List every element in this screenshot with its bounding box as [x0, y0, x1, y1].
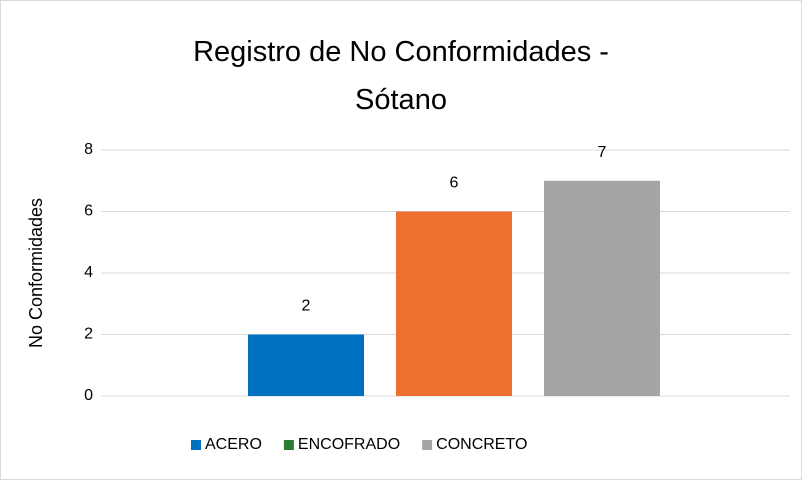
data-label: 7 — [598, 144, 607, 161]
y-tick-label: 6 — [84, 203, 93, 220]
y-tick-label: 2 — [84, 326, 93, 343]
chart-title: Registro de No Conformidades - Sótano — [193, 36, 609, 116]
legend-label: CONCRETO — [436, 436, 527, 453]
legend-swatch — [283, 440, 294, 450]
legend-swatch — [191, 440, 201, 450]
data-label: 6 — [450, 175, 459, 192]
bar — [396, 211, 512, 396]
legend-label: ACERO — [205, 436, 262, 453]
legend-swatch — [422, 440, 433, 450]
bar — [544, 180, 660, 396]
y-tick-label: 0 — [84, 387, 93, 404]
y-tick-label: 4 — [84, 264, 93, 281]
legend-label: ENCOFRADO — [298, 436, 400, 453]
y-axis-label: No Conformidades — [26, 198, 46, 348]
data-label: 2 — [302, 298, 311, 315]
y-tick-label: 8 — [84, 141, 93, 158]
bar — [248, 334, 364, 396]
